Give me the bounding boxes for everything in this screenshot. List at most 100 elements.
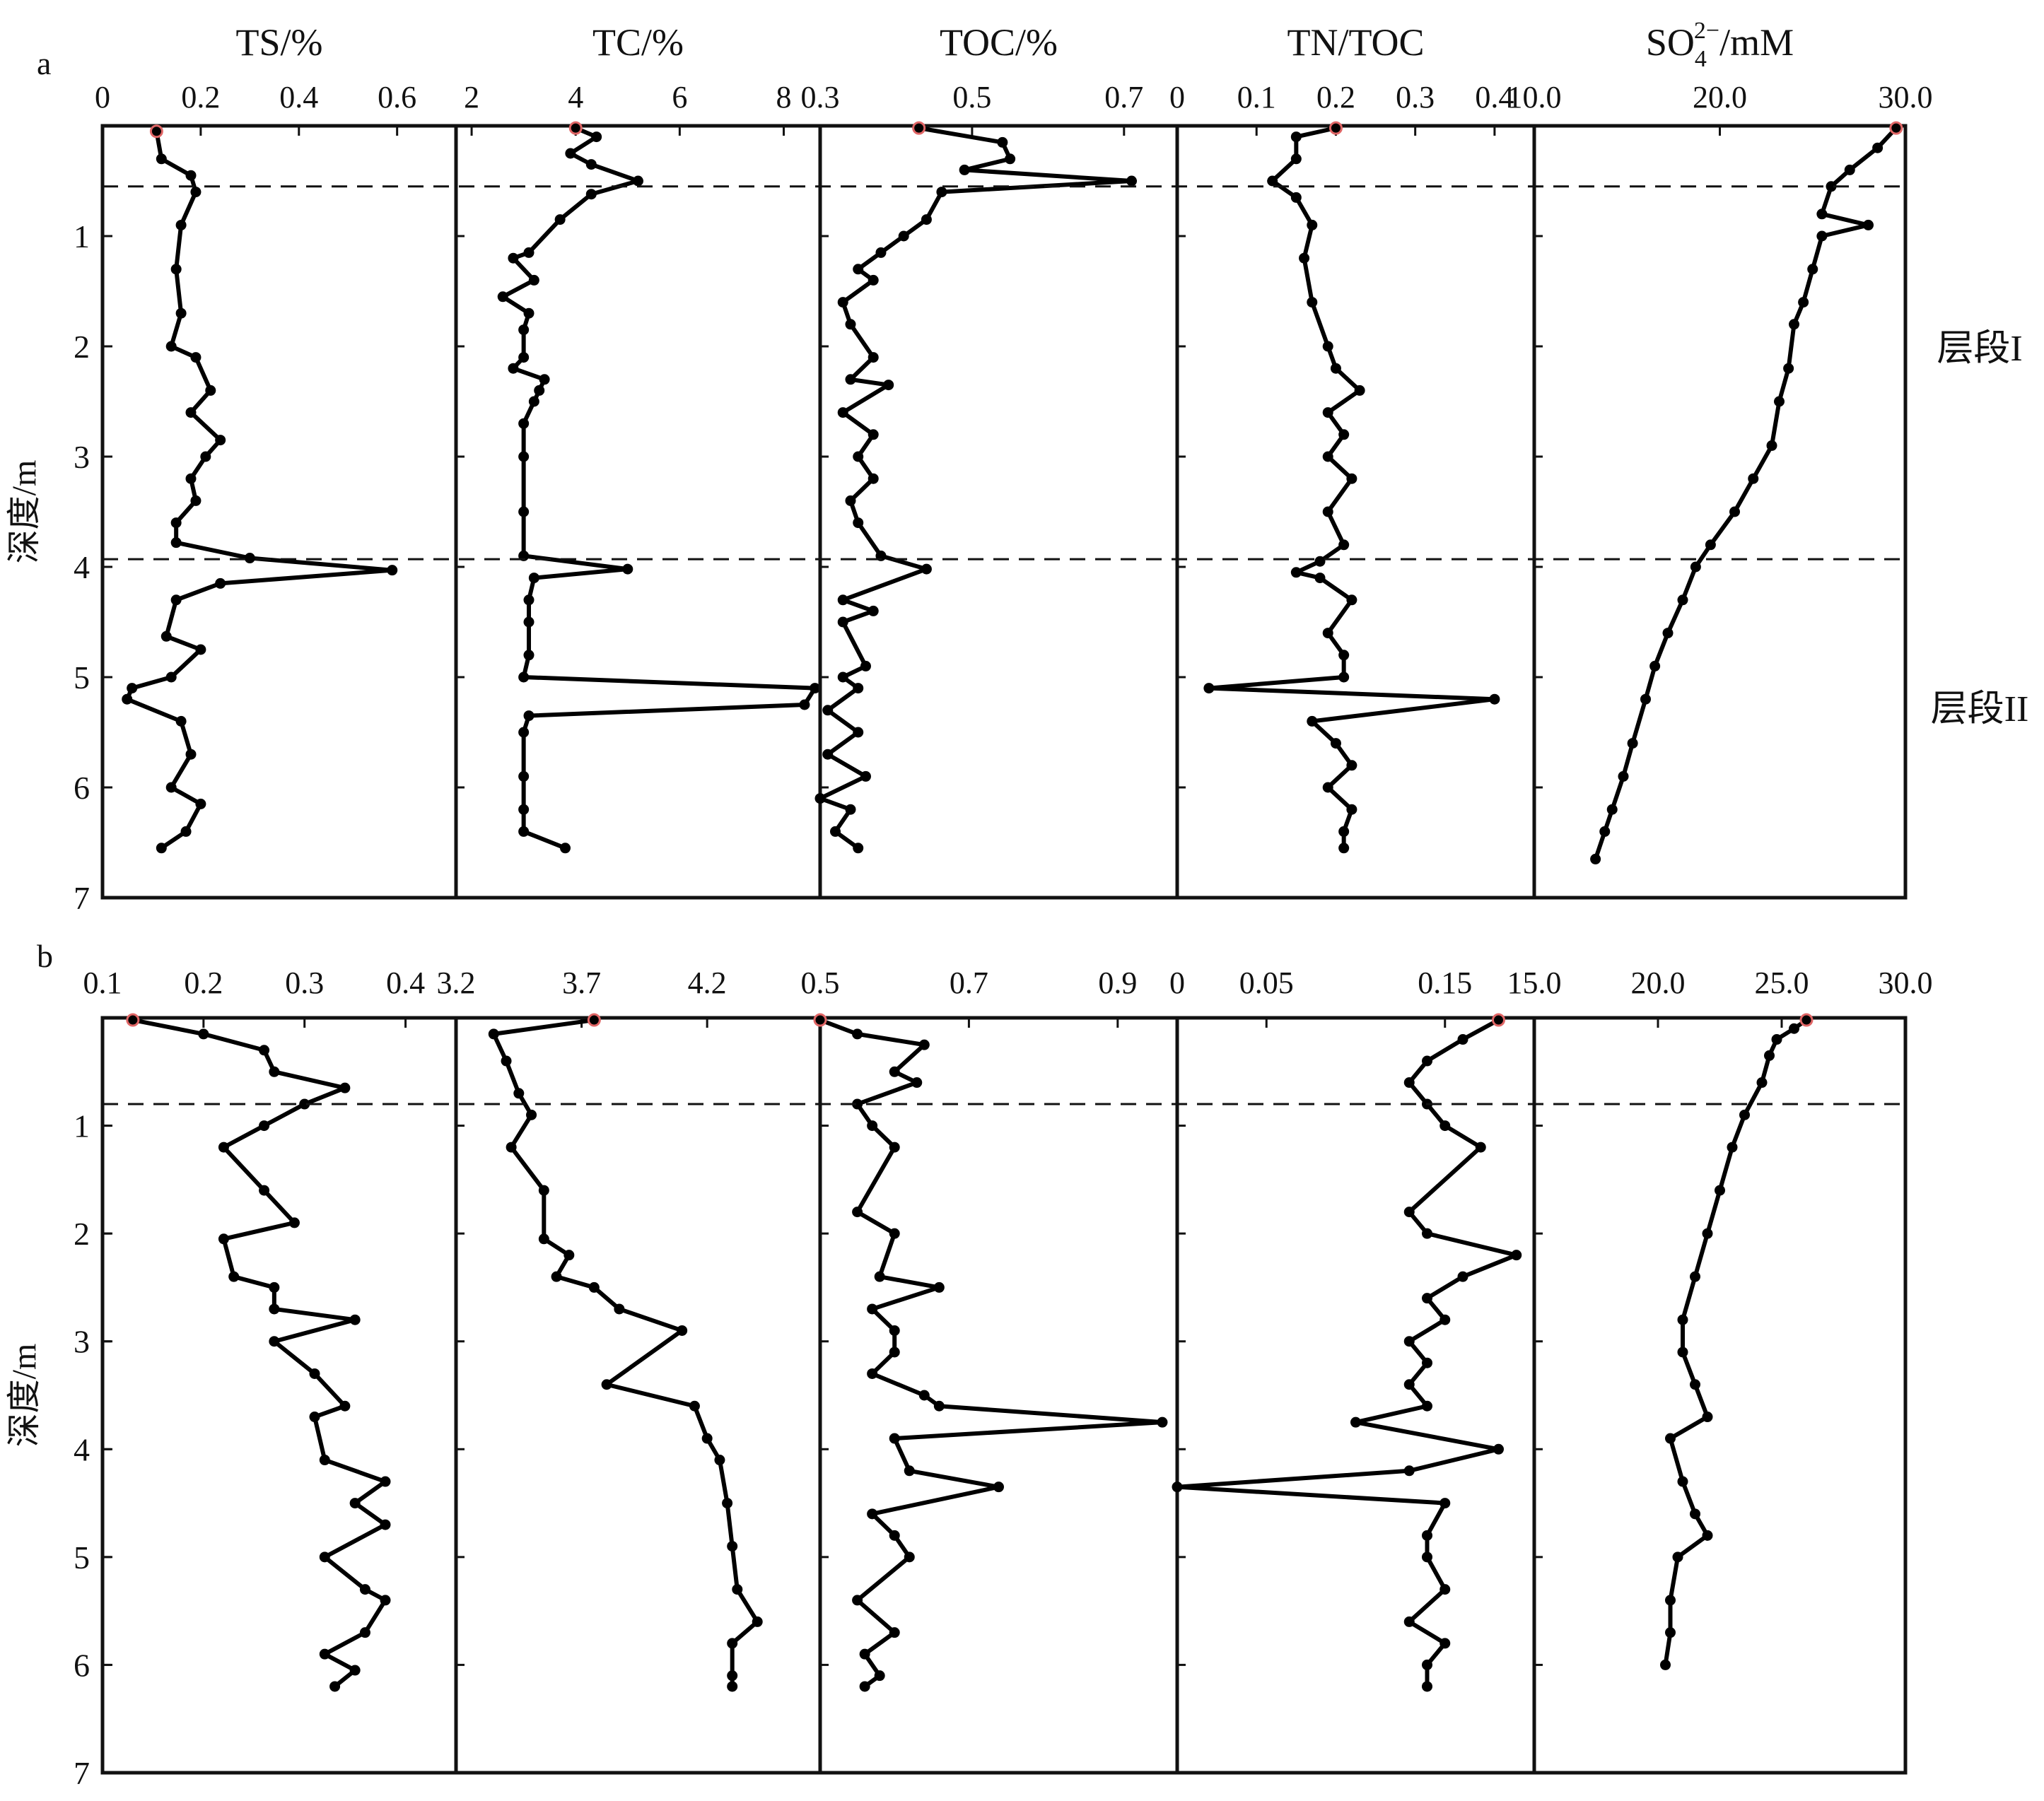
data-point <box>889 1347 900 1358</box>
data-point-surface <box>1492 1013 1505 1027</box>
data-point <box>933 1281 945 1293</box>
data-point <box>810 683 821 694</box>
data-point <box>837 616 848 628</box>
data-point <box>339 1082 351 1093</box>
data-point <box>727 1681 738 1692</box>
x-tick-label: 0.9 <box>1098 966 1137 1000</box>
data-point-surface <box>126 1013 140 1027</box>
data-point <box>1403 1616 1415 1627</box>
data-point <box>1338 843 1350 854</box>
x-tick-label: 10.0 <box>1507 80 1562 115</box>
data-point <box>677 1325 688 1336</box>
x-tick-label: 4 <box>568 80 583 115</box>
data-point <box>1314 573 1326 584</box>
x-tick-label: 0.4 <box>1475 80 1514 115</box>
x-tick-label: 20.0 <box>1693 80 1747 115</box>
data-point <box>837 594 848 606</box>
track-frame <box>818 1016 1179 1775</box>
data-point <box>1422 1400 1432 1412</box>
data-point <box>591 131 602 143</box>
data-point <box>1203 683 1215 694</box>
data-point <box>799 699 810 710</box>
depth-tick-label: 7 <box>74 880 90 916</box>
data-point <box>185 749 197 760</box>
data-point <box>889 1325 900 1336</box>
data-point <box>822 749 834 760</box>
data-point <box>538 1233 549 1245</box>
data-point <box>1774 396 1785 407</box>
data-point <box>837 297 848 308</box>
data-point <box>218 1142 229 1153</box>
data-point <box>1422 1357 1432 1368</box>
data-point <box>554 214 566 225</box>
data-point <box>829 826 841 837</box>
data-point <box>551 1271 562 1282</box>
data-point <box>387 565 398 576</box>
data-point <box>560 843 571 854</box>
x-tick-label: 15.0 <box>1507 966 1562 1000</box>
data-point <box>997 136 1008 148</box>
data-point <box>380 1476 391 1487</box>
data-point <box>190 495 202 506</box>
data-point <box>868 429 879 440</box>
x-tick-label: 30.0 <box>1879 80 1933 115</box>
data-point-surface <box>149 124 163 139</box>
data-point <box>1872 142 1884 153</box>
data-point <box>269 1303 280 1315</box>
data-point <box>1677 1314 1688 1325</box>
data-point <box>1422 1293 1432 1304</box>
x-tick-label: 20.0 <box>1631 966 1686 1000</box>
data-point <box>195 798 206 809</box>
x-tick-label: 0.3 <box>801 80 840 115</box>
x-tick-label: 0.3 <box>285 966 324 1000</box>
series-line <box>818 126 1134 850</box>
data-point <box>1290 567 1302 578</box>
data-point <box>1702 1228 1713 1239</box>
data-point <box>1475 1142 1486 1153</box>
data-point <box>732 1584 743 1595</box>
data-point <box>539 374 550 385</box>
data-point <box>1739 1109 1750 1120</box>
x-tick-label: 0.2 <box>1316 80 1355 115</box>
data-point <box>1267 175 1278 187</box>
data-point <box>1403 1465 1415 1477</box>
data-point <box>1764 1050 1775 1061</box>
x-tick-label: 0 <box>1169 80 1185 115</box>
track-frame <box>818 124 1179 900</box>
data-point <box>1422 1681 1432 1692</box>
data-point <box>175 715 187 727</box>
data-point <box>528 396 539 407</box>
data-point <box>228 1271 240 1282</box>
data-point <box>874 1670 885 1682</box>
series-line <box>491 1018 760 1686</box>
data-point <box>1702 1412 1713 1423</box>
data-point <box>218 1233 229 1245</box>
data-point <box>518 324 530 336</box>
depth-tick-label: 1 <box>74 218 90 254</box>
track-title: TN/TOC <box>1287 21 1424 64</box>
depth-tick-label: 4 <box>74 1431 90 1467</box>
data-point <box>1606 804 1618 815</box>
data-point <box>1690 1379 1700 1390</box>
track-frame <box>1532 124 1908 900</box>
track-b-2: 3.2 3.7 4.2 <box>437 966 822 1775</box>
data-point <box>1816 209 1828 220</box>
data-point <box>175 307 187 319</box>
data-point <box>867 1120 878 1132</box>
data-point <box>868 605 879 616</box>
data-point <box>585 189 597 200</box>
data-point <box>518 826 530 837</box>
x-tick-label: 3.2 <box>437 966 476 1000</box>
depth-tick-label: 2 <box>74 1216 90 1252</box>
data-point <box>921 563 932 575</box>
data-point <box>921 214 932 225</box>
data-point <box>1422 1551 1432 1563</box>
data-point <box>528 573 539 584</box>
depth-axis-label: 深度/m <box>6 460 43 564</box>
data-point <box>1816 230 1828 242</box>
depth-axis: 1 2 3 4 5 6 7 深度/m <box>6 1108 112 1791</box>
data-point <box>1660 1659 1671 1670</box>
data-point <box>588 1281 600 1293</box>
x-tick-label: 0 <box>95 80 110 115</box>
data-point <box>1705 539 1716 551</box>
